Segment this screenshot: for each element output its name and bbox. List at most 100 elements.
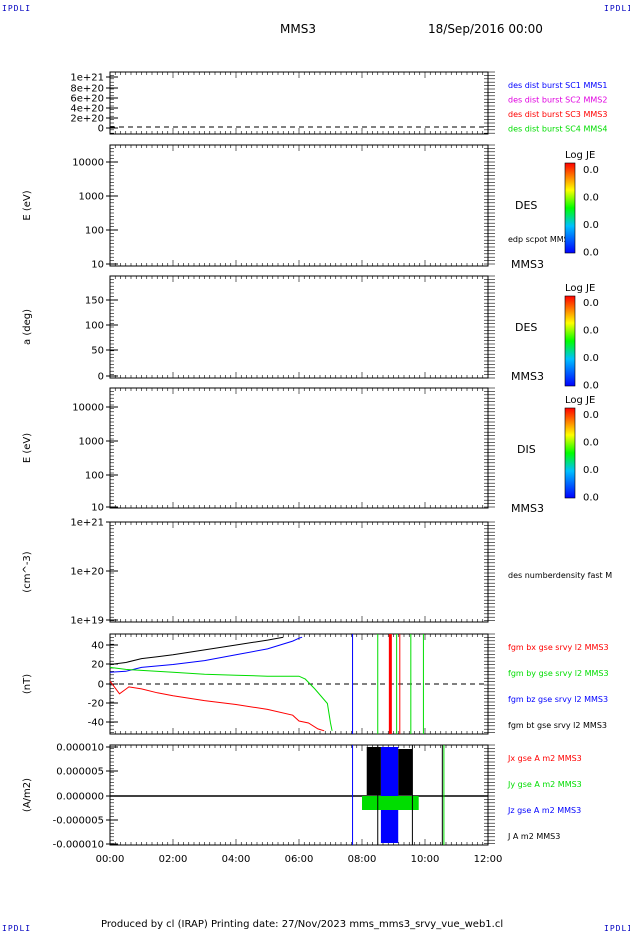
colorbar-tick-label: 0.0 (583, 353, 599, 364)
colorbar (564, 162, 576, 254)
colorbar-tick-label: 0.0 (583, 381, 599, 392)
legend-entry: des dist burst SC2 MMS2 (508, 96, 607, 105)
colorbar-tick-label: 0.0 (583, 165, 599, 176)
y-tick-label: 10 (91, 503, 104, 514)
legend-entry: des dist burst SC4 MMS4 (508, 125, 607, 134)
panel-frame (109, 275, 489, 379)
colorbar (564, 407, 576, 499)
y-tick-label: 2e+20 (70, 114, 104, 125)
y-axis-label: (nT) (22, 674, 33, 694)
legend-entry: fgm bz gse srvy l2 MMS3 (508, 695, 608, 704)
x-tick-label: 00:00 (96, 854, 125, 865)
side-label: MMS3 (511, 258, 544, 271)
y-tick-label: 10000 (72, 158, 104, 169)
y-tick-label: 50 (91, 346, 104, 357)
footer-text: Produced by cl (IRAP) Printing date: 27/… (101, 919, 504, 930)
colorbar-tick-label: 0.0 (583, 220, 599, 231)
y-tick-label: 1000 (79, 437, 104, 448)
y-tick-label: 8e+20 (70, 84, 104, 95)
legend-entry: fgm bt gse srvy l2 MMS3 (508, 721, 607, 730)
side-label: DES (515, 321, 537, 334)
current-burst-upper (398, 749, 413, 795)
corner-label-bottom-left: IPDLI (2, 924, 32, 933)
y-tick-label: 0 (98, 124, 104, 135)
legend-entry: des numberdensity fast M (508, 571, 612, 580)
colorbar-title: Log JE (565, 283, 595, 294)
legend-entry: Jz gse A m2 MMS3 (507, 806, 581, 815)
y-tick-label: 6e+20 (70, 94, 104, 105)
legend-entry: des dist burst SC3 MMS3 (508, 110, 607, 119)
side-label: MMS3 (511, 370, 544, 383)
legend-entry: Jy gse A m2 MMS3 (507, 780, 582, 789)
colorbar-title: Log JE (565, 150, 595, 161)
y-tick-label: 100 (85, 226, 104, 237)
corner-label-top-left: IPDLI (2, 4, 32, 13)
corner-label-top-right: IPDLI (604, 4, 630, 13)
x-tick-label: 12:00 (474, 854, 503, 865)
y-tick-label: 0 (98, 372, 104, 383)
colorbar-tick-label: 0.0 (583, 438, 599, 449)
date-title: 18/Sep/2016 00:00 (428, 22, 543, 36)
y-axis-label: (A/m2) (22, 778, 33, 812)
y-axis-label: E (eV) (22, 190, 33, 220)
side-label: DIS (517, 443, 536, 456)
y-tick-label: -40 (88, 718, 104, 729)
series-line (109, 680, 325, 732)
y-tick-label: 1e+21 (70, 73, 104, 84)
legend-entry: des dist burst SC1 MMS1 (508, 81, 607, 90)
x-tick-label: 08:00 (348, 854, 377, 865)
colorbar-tick-label: 0.0 (583, 326, 599, 337)
panel-frame (109, 521, 489, 623)
panel-frame (109, 744, 489, 846)
y-tick-label: -0.000010 (53, 840, 104, 851)
y-tick-label: 10000 (72, 403, 104, 414)
current-burst-lower (362, 796, 419, 810)
series-line (109, 636, 284, 665)
y-tick-label: 1e+20 (70, 567, 104, 578)
y-tick-label: 0.000005 (56, 767, 104, 778)
colorbar-tick-label: 0.0 (583, 465, 599, 476)
y-tick-label: -20 (88, 699, 104, 710)
series-line (109, 636, 303, 673)
y-tick-label: -0.000005 (53, 816, 104, 827)
panel-frame (109, 387, 489, 509)
current-burst-block (380, 747, 399, 843)
y-tick-label: 4e+20 (70, 104, 104, 115)
legend-entry: J A m2 MMS3 (507, 832, 560, 841)
y-axis-label: E (eV) (22, 433, 33, 463)
x-tick-label: 04:00 (222, 854, 251, 865)
side-label: MMS3 (511, 502, 544, 515)
colorbar-title: Log JE (565, 395, 595, 406)
x-tick-label: 02:00 (159, 854, 188, 865)
y-tick-label: 20 (91, 660, 104, 671)
y-axis-label: a (deg) (22, 309, 33, 345)
legend-entry: fgm bx gse srvy l2 MMS3 (508, 643, 609, 652)
y-tick-label: 0 (98, 680, 104, 691)
colorbar-tick-label: 0.0 (583, 248, 599, 259)
y-tick-label: 40 (91, 641, 104, 652)
y-tick-label: 1000 (79, 192, 104, 203)
panel-frame (109, 71, 489, 135)
y-tick-label: 150 (85, 296, 104, 307)
colorbar-tick-label: 0.0 (583, 298, 599, 309)
side-label: DES (515, 199, 537, 212)
y-tick-label: 0.000010 (56, 743, 104, 754)
colorbar-tick-label: 0.0 (583, 193, 599, 204)
y-tick-label: 1e+21 (70, 518, 104, 529)
y-tick-label: 100 (85, 471, 104, 482)
x-tick-label: 06:00 (285, 854, 314, 865)
y-axis-label: (cm^-3) (22, 551, 33, 592)
x-tick-label: 10:00 (411, 854, 440, 865)
legend-entry: fgm by gse srvy l2 MMS3 (508, 669, 609, 678)
colorbar (564, 295, 576, 387)
panel-frame (109, 144, 489, 267)
colorbar-tick-label: 0.0 (583, 493, 599, 504)
y-tick-label: 1e+19 (70, 616, 104, 627)
legend-entry: Jx gse A m2 MMS3 (507, 754, 582, 763)
colorbar-tick-label: 0.0 (583, 410, 599, 421)
y-tick-label: 0.000000 (56, 792, 104, 803)
y-tick-label: 10 (91, 260, 104, 271)
y-tick-label: 100 (85, 321, 104, 332)
current-burst-upper (366, 747, 381, 795)
